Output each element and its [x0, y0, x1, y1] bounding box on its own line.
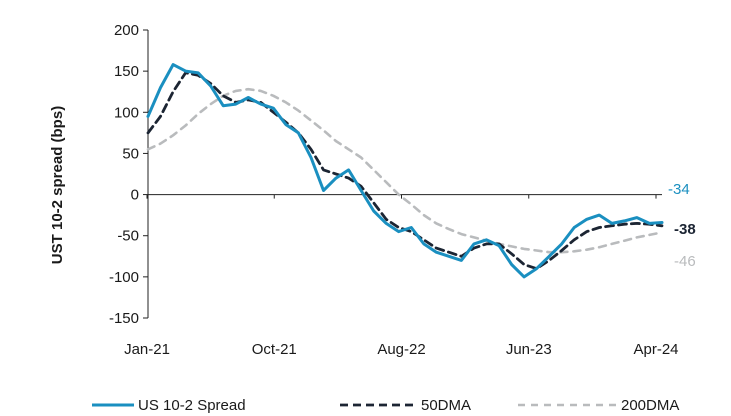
end-label-ma200: -46: [674, 253, 696, 270]
y-axis-title: UST 10-2 spread (bps): [49, 106, 66, 264]
y-tick-label: -100: [109, 269, 139, 286]
x-tick-label: Jun-23: [506, 341, 552, 358]
x-tick-label: Oct-21: [252, 341, 297, 358]
y-tick-label: 50: [122, 145, 139, 162]
y-tick-label: 200: [114, 22, 139, 39]
series-layer: [146, 63, 664, 279]
series-line-spread: [146, 63, 664, 279]
legend-label-ma200: 200DMA: [621, 397, 679, 414]
y-tick-label: 0: [131, 187, 139, 204]
series-line-ma50: [146, 71, 664, 270]
legend-label-spread: US 10-2 Spread: [138, 397, 246, 414]
y-tick-labels: 200 150 100 50 0 -50 -100 -150: [109, 22, 148, 327]
x-tick-label: Aug-22: [377, 341, 425, 358]
x-tick-label: Apr-24: [633, 341, 678, 358]
end-labels: -34 -38 -46: [668, 181, 696, 270]
end-label-spread: -34: [668, 181, 690, 198]
end-label-ma50: -38: [674, 221, 696, 238]
x-tick-labels: Jan-21 Oct-21 Aug-22 Jun-23 Apr-24: [124, 194, 679, 358]
y-tick-label: -50: [117, 228, 139, 245]
axes: [147, 30, 662, 318]
y-tick-label: 150: [114, 63, 139, 80]
x-tick-label: Jan-21: [124, 341, 170, 358]
legend-label-ma50: 50DMA: [421, 397, 471, 414]
legend: US 10-2 Spread 50DMA 200DMA: [92, 397, 679, 414]
y-tick-label: -150: [109, 310, 139, 327]
series-line-ma200: [146, 87, 664, 254]
y-tick-label: 100: [114, 104, 139, 121]
